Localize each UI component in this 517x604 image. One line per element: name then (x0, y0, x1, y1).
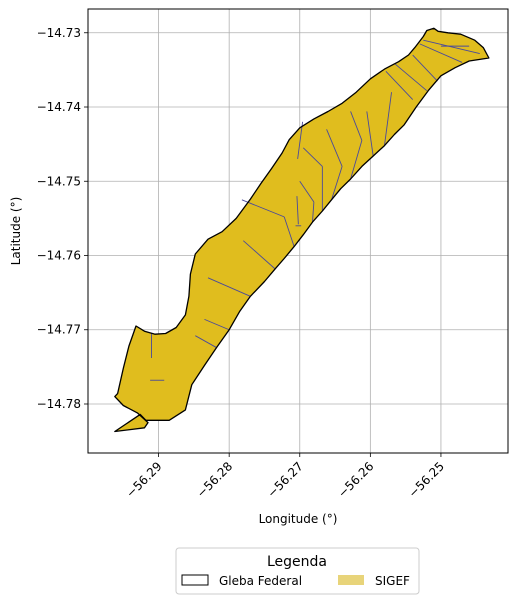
x-tick-label: −56.27 (265, 459, 306, 500)
sigef-parcel-boundary (302, 147, 323, 167)
y-tick-label: −14.75 (37, 174, 81, 188)
y-tick-label: −14.74 (37, 100, 81, 114)
x-tick-label: −56.28 (194, 459, 235, 500)
sigef-parcel-boundary (326, 129, 343, 167)
sigef-parcel-boundary (384, 92, 392, 146)
y-axis-label: Latitude (°) (9, 197, 23, 266)
sigef-parcel-boundary (297, 121, 304, 160)
legend-title: Legenda (267, 554, 327, 570)
sigef-parcel-boundary (283, 216, 295, 247)
legend: Legenda Gleba Federal SIGEF (175, 547, 420, 595)
sigef-parcel-boundary (419, 43, 463, 63)
sigef-parcel-boundary (350, 140, 363, 180)
y-tick-label: −14.78 (37, 397, 81, 411)
x-axis-label: Longitude (°) (259, 512, 338, 526)
sigef-parcel-boundary (204, 318, 230, 331)
sigef-parcel-boundary (423, 39, 480, 54)
sigef-parcel-boundary (366, 111, 374, 157)
sigef-parcel-boundary (299, 181, 315, 203)
sigef-parcel-boundary (312, 202, 315, 223)
sigef-parcel-boundary (350, 111, 363, 141)
sigef-parcel-boundary (195, 335, 217, 348)
x-tick-label: −56.26 (335, 459, 376, 500)
x-tick-label: −56.25 (406, 459, 447, 500)
sigef-parcel-boundary (207, 277, 251, 297)
sigef-parcel-boundary (241, 199, 285, 218)
gleba-federal-outline (114, 27, 490, 433)
map-layers (114, 27, 490, 433)
y-tick-label: −14.77 (37, 323, 81, 337)
axes-frame (87, 8, 509, 454)
legend-swatch-gleba-federal (181, 574, 209, 586)
sigef-parcels-fill (114, 28, 489, 432)
sigef-parcel-boundary (385, 71, 414, 100)
sigef-parcel-boundary (296, 196, 299, 225)
y-tick-label: −14.76 (37, 249, 81, 263)
sigef-parcel-boundary (394, 63, 428, 92)
legend-swatch-sigef (338, 575, 364, 585)
x-tick-label: −56.29 (123, 459, 164, 500)
sigef-parcel-boundary (412, 54, 438, 82)
legend-label-sigef: SIGEF (375, 574, 410, 588)
y-tick-label: −14.73 (37, 26, 81, 40)
sigef-parcel-boundary (242, 240, 276, 270)
legend-label-gleba-federal: Gleba Federal (219, 574, 302, 588)
sigef-parcel-boundary (331, 166, 343, 200)
